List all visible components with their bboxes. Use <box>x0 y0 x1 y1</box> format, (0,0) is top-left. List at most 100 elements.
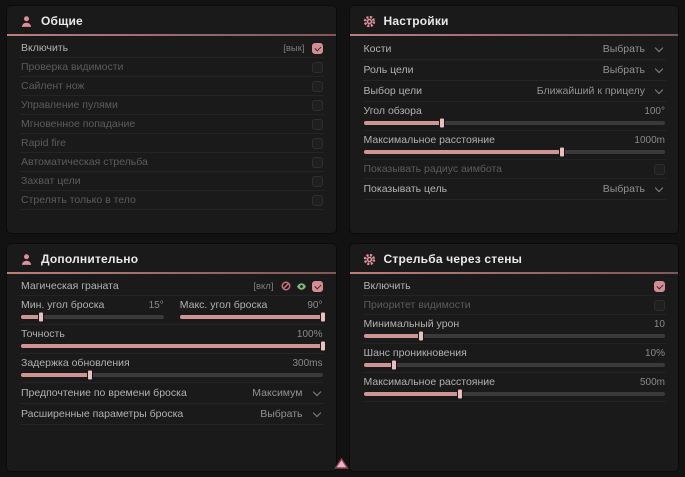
row-controls: [вык] <box>283 42 323 54</box>
person-icon <box>20 253 33 266</box>
row-controls <box>311 61 323 73</box>
slider[interactable] <box>21 341 325 351</box>
dropdown[interactable]: Выбрать <box>603 64 665 76</box>
setting-row-slider: Шанс проникновения 10% <box>362 344 666 373</box>
checkbox[interactable] <box>654 280 665 292</box>
cursor-indicator <box>334 456 350 469</box>
setting-label: Rapid fire <box>21 137 66 149</box>
slider-fill <box>363 147 565 157</box>
slider-fill <box>363 118 444 128</box>
chevron-down-icon <box>654 64 664 73</box>
chevron-down-icon <box>312 387 321 396</box>
checkbox[interactable] <box>311 194 323 206</box>
dropdown-value: Максимум <box>252 387 303 399</box>
panel-settings: Настройки Кости Выбрать Роль цели Выбрать Вы… <box>349 6 678 233</box>
keybind-hint: [вкл] <box>253 280 274 292</box>
panel-header: Дополнительно <box>7 244 336 272</box>
crossed-circle-icon[interactable] <box>281 281 291 291</box>
checkbox[interactable] <box>311 80 323 92</box>
setting-row-toggle: Показывать радиус аимбота <box>362 160 666 179</box>
checkbox[interactable] <box>654 163 665 175</box>
eye-icon[interactable] <box>296 281 307 292</box>
chevron-down-icon <box>654 183 664 192</box>
slider-handle[interactable] <box>418 331 423 341</box>
setting-label: Включить <box>363 280 411 292</box>
row-controls <box>311 118 323 130</box>
gear-icon <box>363 253 376 266</box>
slider[interactable] <box>21 312 164 322</box>
panel-header: Стрельба через стены <box>350 244 679 272</box>
panel-header: Общие <box>7 6 336 34</box>
slider-handle[interactable] <box>320 341 325 351</box>
checkbox[interactable] <box>654 299 665 311</box>
slider-handle[interactable] <box>391 360 396 370</box>
slider-handle[interactable] <box>439 118 444 128</box>
setting-row-dropdown: Предпочтение по времени броска Максимум <box>20 383 324 404</box>
setting-label: Расширенные параметры броска <box>21 408 184 420</box>
checkbox[interactable] <box>311 99 323 111</box>
setting-label: Предпочтение по времени броска <box>21 387 187 399</box>
setting-row-toggle: Включить <box>362 277 666 296</box>
dropdown[interactable]: Ближайший к прицелу <box>537 85 665 97</box>
slider-fill <box>179 312 325 322</box>
panel-title: Дополнительно <box>41 252 139 266</box>
setting-label: Мгновенное попадание <box>21 118 136 130</box>
panel-rows: Включить [вык] Проверка видимости Сайлент н… <box>7 36 336 233</box>
checkbox[interactable] <box>311 137 323 149</box>
slider[interactable] <box>363 331 665 341</box>
slider[interactable] <box>363 360 665 370</box>
checkbox[interactable] <box>311 280 323 292</box>
setting-row-slider: Максимальное расстояние 500m <box>362 373 666 402</box>
dropdown[interactable]: Максимум <box>252 387 322 399</box>
setting-label: Захват цели <box>21 175 81 187</box>
slider-value: 90° <box>307 299 323 311</box>
accent-underline <box>349 272 678 274</box>
slider-handle[interactable] <box>560 147 565 157</box>
slider-fill <box>363 331 423 341</box>
setting-row-toggle: Rapid fire <box>20 134 324 153</box>
checkbox[interactable] <box>311 61 323 73</box>
setting-row-dropdown: Показывать цель Выбрать <box>362 179 666 200</box>
setting-label: Магическая граната <box>21 280 119 292</box>
slider[interactable] <box>363 118 665 128</box>
checkbox[interactable] <box>311 118 323 130</box>
setting-row-slider-pair: Мин. угол броска 15° Макс. угол броска 90° <box>20 296 325 325</box>
slider-value: 100° <box>644 105 665 117</box>
setting-label: Максимальное расстояние <box>363 376 495 388</box>
setting-row-dropdown: Кости Выбрать <box>362 39 666 60</box>
slider-handle[interactable] <box>457 389 462 399</box>
row-controls <box>311 194 323 206</box>
slider[interactable] <box>179 312 325 322</box>
checkbox[interactable] <box>311 42 323 54</box>
slider[interactable] <box>21 370 323 380</box>
setting-row-dropdown: Расширенные параметры броска Выбрать <box>20 404 324 425</box>
slider[interactable] <box>363 389 665 399</box>
slider-fill <box>21 370 93 380</box>
setting-row-toggle: Стрелять только в тело <box>20 191 324 210</box>
dropdown[interactable]: Выбрать <box>603 43 665 55</box>
panel-rows: Магическая граната [вкл] Мин. угол броска 1… <box>7 274 336 471</box>
dropdown[interactable]: Выбрать <box>603 183 665 195</box>
setting-row-slider: Минимальный урон 10 <box>362 315 666 344</box>
setting-label: Управление пулями <box>21 99 118 111</box>
slider-handle[interactable] <box>320 312 325 322</box>
setting-row-toggle: Мгновенное попадание <box>20 115 324 134</box>
slider-handle[interactable] <box>38 312 43 322</box>
row-controls <box>654 163 665 175</box>
slider-fill <box>363 360 396 370</box>
cheat-menu: Общие Включить [вык] Проверка видимости Сай… <box>7 6 678 471</box>
setting-label: Шанс проникновения <box>363 347 467 359</box>
row-controls <box>311 99 323 111</box>
panel-title: Общие <box>41 14 83 28</box>
setting-row-toggle: Включить [вык] <box>20 39 324 58</box>
slider[interactable] <box>363 147 665 157</box>
row-controls <box>654 280 665 292</box>
dropdown[interactable]: Выбрать <box>260 408 322 420</box>
slider-fill <box>363 389 462 399</box>
setting-label: Кости <box>363 43 392 55</box>
checkbox[interactable] <box>311 156 323 168</box>
checkbox[interactable] <box>311 175 323 187</box>
slider-handle[interactable] <box>88 370 93 380</box>
setting-label: Показывать радиус аимбота <box>363 163 503 175</box>
setting-label: Минимальный урон <box>363 318 460 330</box>
